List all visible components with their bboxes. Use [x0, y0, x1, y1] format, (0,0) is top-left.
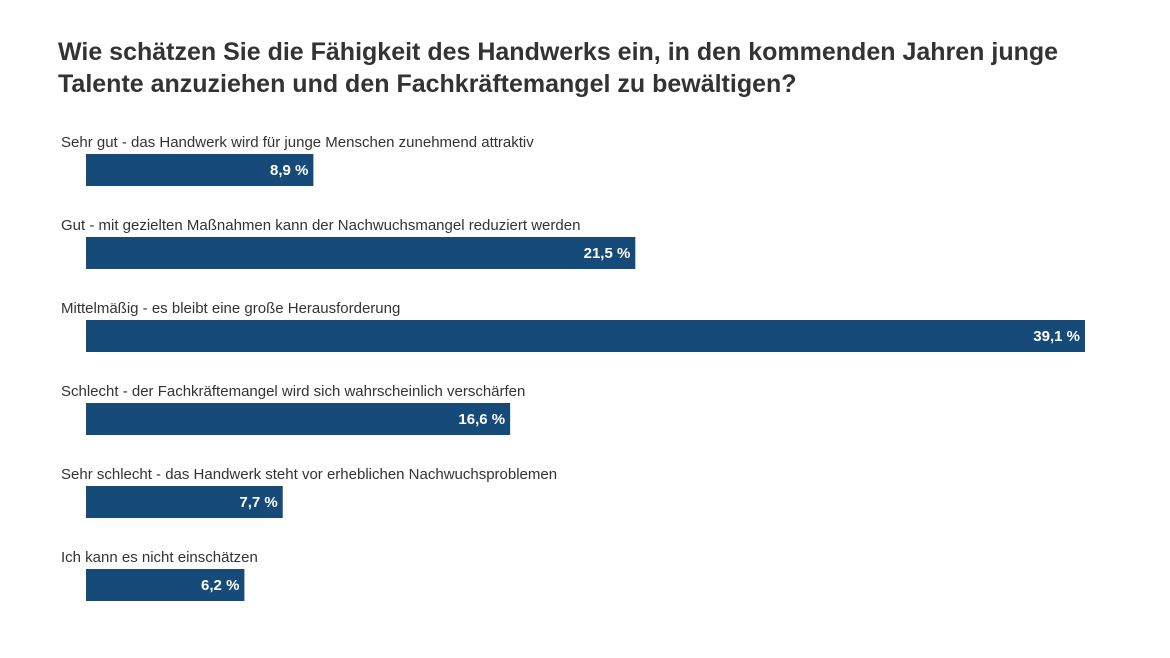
value-label: 6,2 % — [201, 577, 239, 594]
value-label: 16,6 % — [458, 411, 505, 428]
bar — [86, 237, 636, 269]
bar — [86, 154, 314, 186]
value-label: 39,1 % — [1033, 328, 1080, 345]
category-label: Mittelmäßig - es bleibt eine große Herau… — [61, 300, 400, 317]
bar — [86, 569, 245, 601]
value-label: 8,9 % — [270, 162, 308, 179]
bar — [86, 403, 511, 435]
value-label: 7,7 % — [239, 494, 277, 511]
category-label: Schlecht - der Fachkräftemangel wird sic… — [61, 383, 525, 400]
category-label: Gut - mit gezielten Maßnahmen kann der N… — [61, 217, 580, 234]
category-label: Sehr schlecht - das Handwerk steht vor e… — [61, 466, 557, 483]
chart-title: Wie schätzen Sie die Fähigkeit des Handw… — [58, 38, 1059, 98]
value-label: 21,5 % — [584, 245, 631, 262]
category-label: Ich kann es nicht einschätzen — [61, 549, 258, 566]
category-label: Sehr gut - das Handwerk wird für junge M… — [61, 134, 534, 151]
bar — [86, 486, 283, 518]
bar — [86, 320, 1085, 352]
